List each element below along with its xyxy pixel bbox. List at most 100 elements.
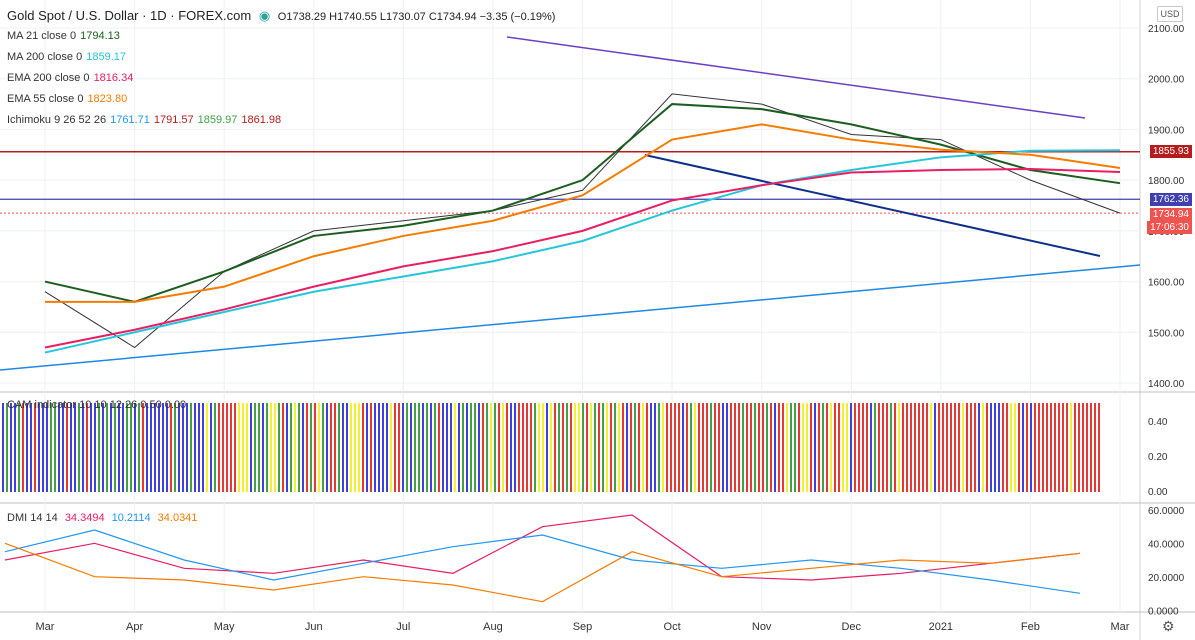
cam-bar <box>306 403 308 492</box>
cam-bar <box>1066 403 1068 492</box>
cam-bar <box>322 403 324 492</box>
cam-bar <box>1078 403 1080 492</box>
x-tick-label: Nov <box>752 621 772 633</box>
cam-bar <box>694 403 696 492</box>
cam-bar <box>418 403 420 492</box>
cam-bar <box>478 403 480 492</box>
legend-row: EMA 55 close 0 1823.80 <box>7 93 131 105</box>
cam-bar <box>902 403 904 492</box>
dmi-y-tick-label: 40.0000 <box>1148 540 1185 551</box>
cam-bar <box>722 403 724 492</box>
cam-bar <box>762 403 764 492</box>
cam-bar <box>1050 403 1052 492</box>
cam-bar <box>70 403 72 492</box>
cam-bar <box>1006 403 1008 492</box>
legend-row: MA 200 close 0 1859.17 <box>7 51 130 63</box>
dmi-label: DMI 14 14 <box>7 512 58 524</box>
cam-bar <box>530 403 532 492</box>
cam-bar <box>350 403 352 492</box>
cam-bar <box>142 403 144 492</box>
cam-bar <box>734 403 736 492</box>
cam-bar <box>1042 403 1044 492</box>
cam-bar <box>154 403 156 492</box>
gear-icon[interactable]: ⚙ <box>1162 618 1175 634</box>
cam-bar <box>130 403 132 492</box>
cam-bar <box>26 403 28 492</box>
y-tick-label: 2100.00 <box>1148 24 1185 35</box>
cam-bar <box>90 403 92 492</box>
cam-bar <box>82 403 84 492</box>
cam-bar <box>770 403 772 492</box>
cam-bar <box>30 403 32 492</box>
dmi-legend: DMI 14 14 34.3494 10.2114 34.0341 <box>7 512 201 524</box>
cam-bar <box>22 403 24 492</box>
currency-label[interactable]: USD <box>1157 6 1183 22</box>
dmi-series-line <box>4 542 1081 603</box>
cam-bar <box>462 403 464 492</box>
cam-bar <box>642 403 644 492</box>
live-dot-icon: ◉ <box>258 8 271 23</box>
cam-bar <box>370 403 372 492</box>
cam-bar <box>638 403 640 492</box>
cam-bar <box>826 403 828 492</box>
cam-bar <box>314 403 316 492</box>
cam-bar <box>918 403 920 492</box>
cam-bar <box>950 403 952 492</box>
cam-bar <box>14 403 16 492</box>
cam-bar <box>466 403 468 492</box>
cam-bar <box>410 403 412 492</box>
cam-bar <box>358 403 360 492</box>
cam-bar <box>542 403 544 492</box>
chart-title-row: Gold Spot / U.S. Dollar · 1D · FOREX.com… <box>7 8 559 24</box>
y-tick-label: 1800.00 <box>1148 176 1185 187</box>
x-tick-label: Aug <box>483 621 503 633</box>
x-tick-label: Mar <box>36 621 55 633</box>
cam-bar <box>870 403 872 492</box>
cam-bar <box>194 403 196 492</box>
cam-bar <box>326 403 328 492</box>
cam-bar <box>758 403 760 492</box>
cam-bar <box>78 403 80 492</box>
cam-bar <box>182 403 184 492</box>
cam-bar <box>438 403 440 492</box>
dmi-plus-value: 34.3494 <box>64 512 105 524</box>
cam-bar <box>746 403 748 492</box>
cam-bar <box>666 403 668 492</box>
cam-bar <box>850 403 852 492</box>
ohlc-readout: O1738.29 H1740.55 L1730.07 C1734.94 −3.3… <box>277 11 556 23</box>
cam-bar <box>886 403 888 492</box>
cam-bar <box>330 403 332 492</box>
legend-value: 1823.80 <box>87 93 128 105</box>
cam-bar <box>102 403 104 492</box>
x-tick-label: Feb <box>1021 621 1040 633</box>
legend-label: MA 200 close 0 <box>7 51 83 63</box>
cam-bar <box>10 403 12 492</box>
cam-bar <box>1098 403 1100 492</box>
cam-bar <box>282 403 284 492</box>
cam-bar <box>866 403 868 492</box>
x-tick-label: Sep <box>573 621 593 633</box>
cam-bar <box>354 403 356 492</box>
cam-bar <box>434 403 436 492</box>
cam-bar <box>954 403 956 492</box>
cam-bar <box>422 403 424 492</box>
cam-bar <box>794 403 796 492</box>
cam-bar <box>610 403 612 492</box>
cam-bar <box>678 403 680 492</box>
cam-bar <box>782 403 784 492</box>
cam-bar <box>1018 403 1020 492</box>
cam-bar <box>658 403 660 492</box>
cam-bar <box>822 403 824 492</box>
cam-bar <box>158 403 160 492</box>
series-line <box>45 123 1121 303</box>
cam-bar <box>398 403 400 492</box>
cam-bar <box>1030 403 1032 492</box>
cam-bar <box>974 403 976 492</box>
cam-bar <box>566 403 568 492</box>
cam-bar <box>774 403 776 492</box>
cam-bar <box>546 403 548 492</box>
cam-bar <box>702 403 704 492</box>
cam-bar <box>990 403 992 492</box>
cam-bar <box>1014 403 1016 492</box>
cam-bar <box>450 403 452 492</box>
